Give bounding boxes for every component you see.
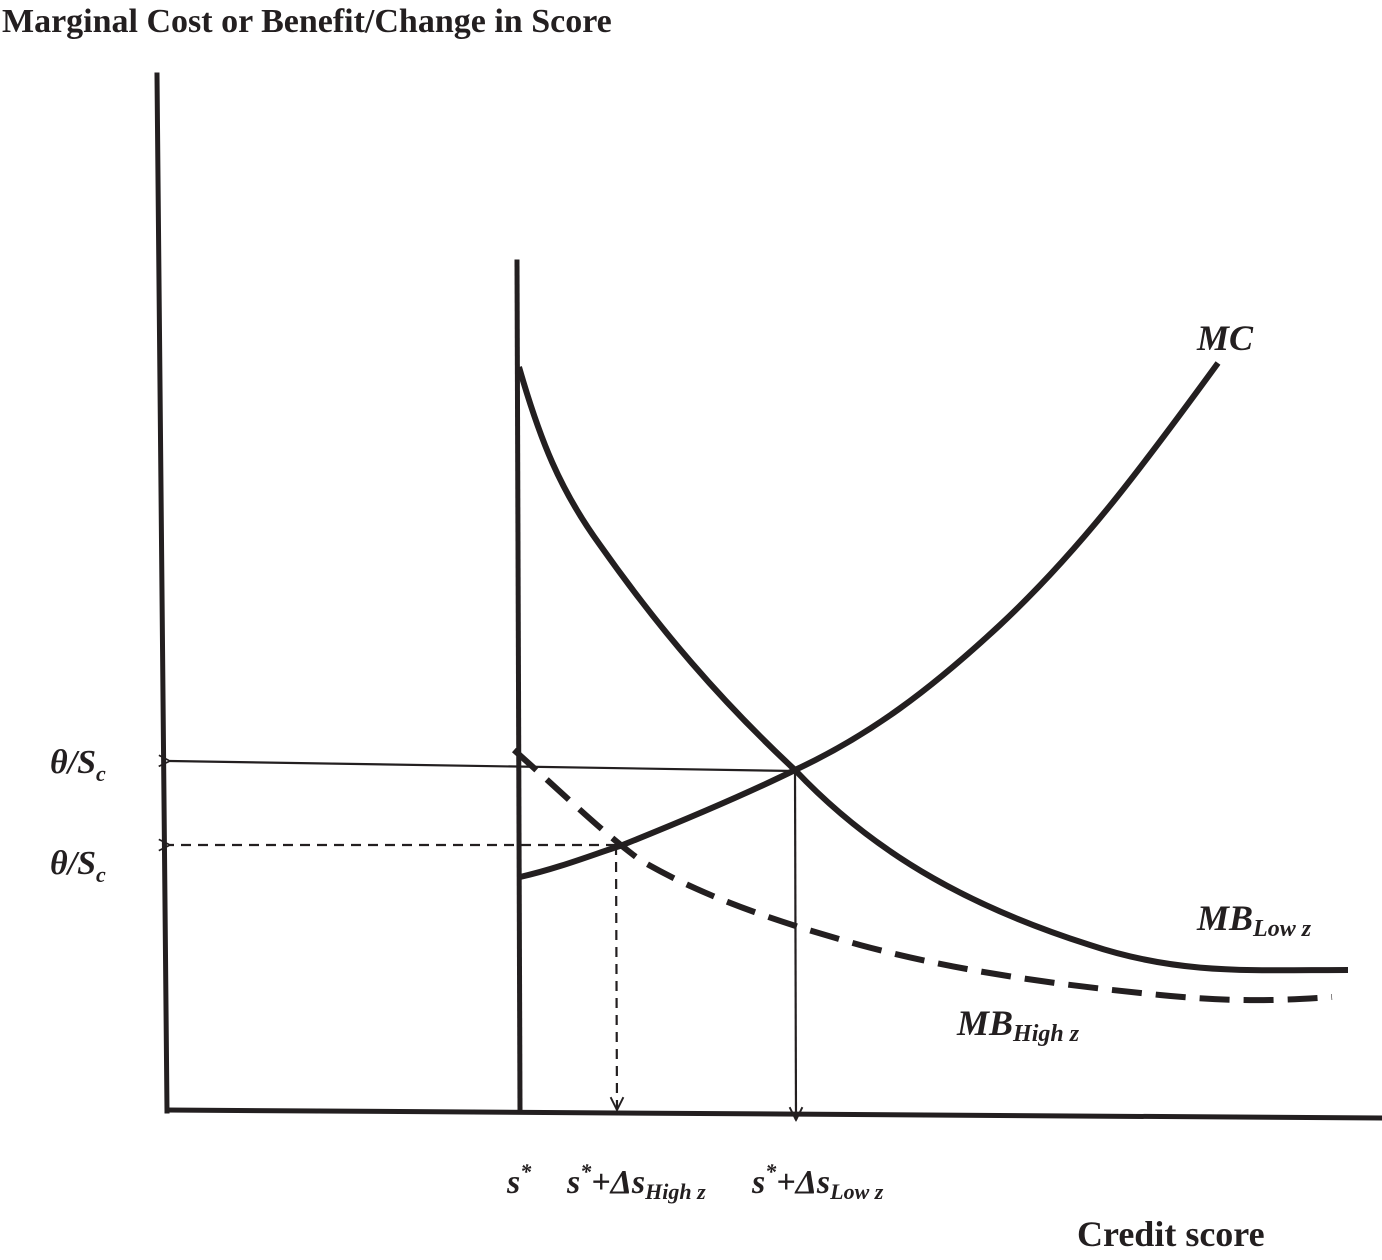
x-axis [164, 1107, 1382, 1121]
mc-label: MC [1196, 318, 1254, 358]
x-axis-title: Credit score [1077, 1214, 1265, 1254]
s-star-plus-delta-high-z-label: s*+ΔsHigh z [566, 1159, 706, 1204]
lower-theta-sc-label: θ/Sc [50, 845, 106, 887]
upper-price-arrow [170, 761, 796, 773]
upper-theta-sc-label: θ/Sc [50, 744, 106, 786]
y-axis [154, 72, 170, 1114]
s-star-plus-delta-low-z-label: s*+ΔsLow z [751, 1159, 884, 1204]
mb-low-z-curve [516, 366, 1349, 974]
mc-curve [519, 361, 1221, 880]
diagram-title: Marginal Cost or Benefit/Change in Score [2, 3, 612, 40]
high-z-score-arrow [616, 844, 617, 1110]
mb-low-z-label: MBLow z [1196, 898, 1312, 942]
s-star-vertical-line [514, 259, 523, 1114]
s-star-label: s* [506, 1159, 532, 1201]
mb-high-z-curve [512, 747, 1333, 1004]
mb-high-z-label: MBHigh z [956, 1003, 1080, 1047]
low-z-score-arrow [795, 770, 796, 1120]
